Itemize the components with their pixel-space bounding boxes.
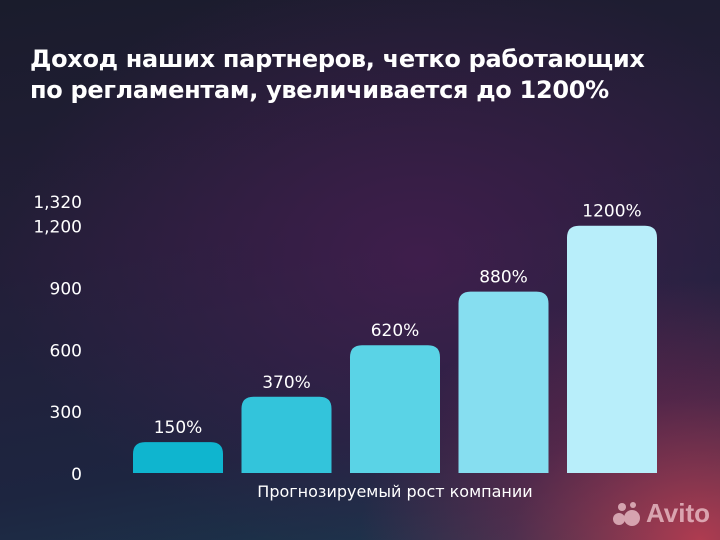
page-title: Доход наших партнеров, четко работающих … xyxy=(30,44,710,106)
bar xyxy=(567,225,657,473)
x-axis-label: Прогнозируемый рост компании xyxy=(257,482,532,501)
y-tick-label: 600 xyxy=(50,341,82,361)
y-tick-label: 900 xyxy=(50,280,82,300)
y-tick-label: 1,320 xyxy=(33,193,82,213)
title-line-1: Доход наших партнеров, четко работающих xyxy=(30,45,645,73)
bar-data-label: 370% xyxy=(262,373,311,393)
bar-data-label: 620% xyxy=(371,321,420,341)
y-tick-label: 300 xyxy=(50,403,82,423)
bar xyxy=(133,442,223,473)
avito-logo: Avito xyxy=(612,498,710,529)
bar-data-label: 150% xyxy=(154,418,203,438)
bar xyxy=(458,291,549,473)
bar-data-label: 880% xyxy=(479,268,528,288)
title-line-2: по регламентам, увеличивается до 1200% xyxy=(30,76,609,104)
bar xyxy=(350,345,440,473)
y-tick-label: 1,200 xyxy=(33,218,82,238)
avito-wordmark: Avito xyxy=(646,498,711,528)
avito-dots-icon xyxy=(613,501,640,526)
bar-data-label: 1200% xyxy=(582,202,641,222)
y-tick-label: 0 xyxy=(71,465,82,485)
bar xyxy=(241,396,332,473)
